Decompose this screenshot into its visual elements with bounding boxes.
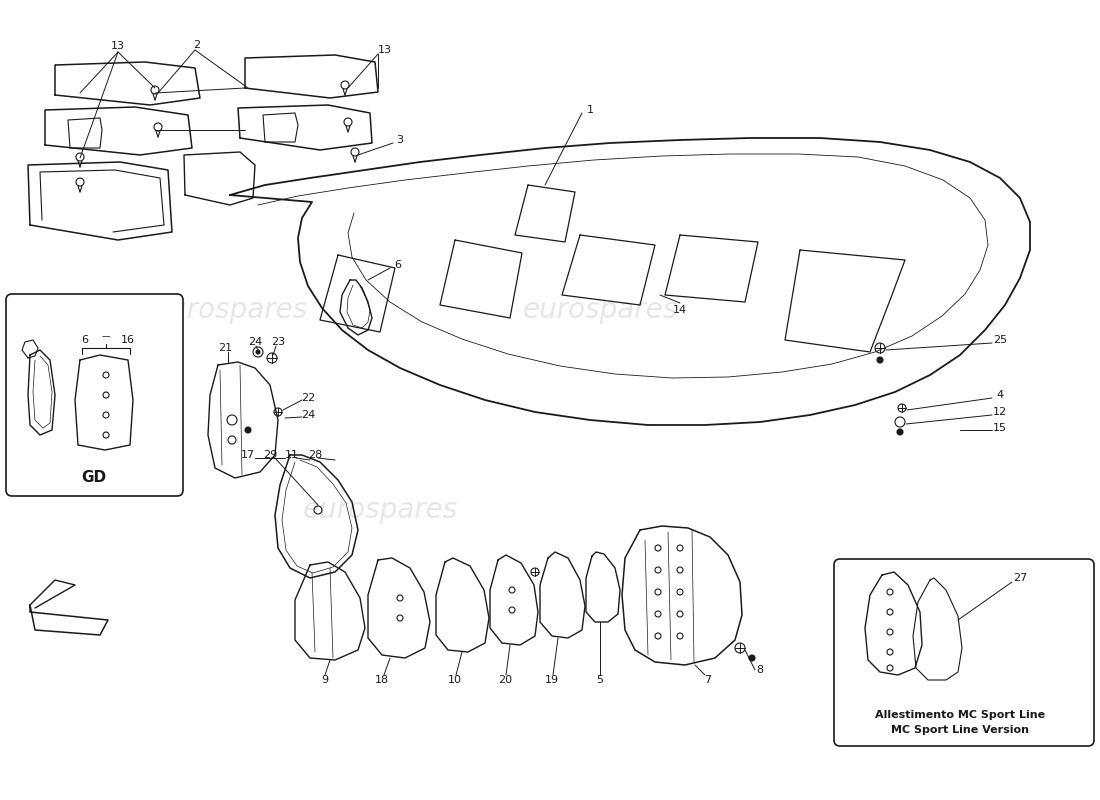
Text: eurospares: eurospares [522, 296, 678, 324]
Text: 29: 29 [263, 450, 277, 460]
Text: 23: 23 [271, 337, 285, 347]
Text: 20: 20 [498, 675, 513, 685]
Circle shape [245, 427, 251, 433]
Text: 21: 21 [218, 343, 232, 353]
Text: 19: 19 [544, 675, 559, 685]
Text: 18: 18 [375, 675, 389, 685]
Text: 6: 6 [395, 260, 402, 270]
Circle shape [896, 429, 903, 435]
Text: 12: 12 [993, 407, 1008, 417]
Text: 5: 5 [596, 675, 604, 685]
Circle shape [877, 357, 883, 363]
Text: 8: 8 [757, 665, 763, 675]
Text: 28: 28 [308, 450, 322, 460]
Text: 13: 13 [111, 41, 125, 51]
Text: Allestimento MC Sport Line: Allestimento MC Sport Line [874, 710, 1045, 720]
Text: 3: 3 [396, 135, 404, 145]
Circle shape [256, 350, 260, 354]
Text: 9: 9 [321, 675, 329, 685]
Text: 4: 4 [997, 390, 1003, 400]
FancyBboxPatch shape [6, 294, 183, 496]
Text: 25: 25 [993, 335, 1008, 345]
Text: 24: 24 [248, 337, 262, 347]
Text: 24: 24 [301, 410, 315, 420]
Text: 17: 17 [241, 450, 255, 460]
Text: 11: 11 [285, 450, 299, 460]
Text: 15: 15 [993, 423, 1007, 433]
Text: eurospares: eurospares [302, 496, 458, 524]
Text: 27: 27 [1013, 573, 1027, 583]
Text: 22: 22 [301, 393, 315, 403]
Text: 13: 13 [378, 45, 392, 55]
Text: MC Sport Line Version: MC Sport Line Version [891, 725, 1028, 735]
Text: 1: 1 [586, 105, 594, 115]
Text: 10: 10 [448, 675, 462, 685]
FancyBboxPatch shape [834, 559, 1094, 746]
Text: GD: GD [81, 470, 107, 486]
Text: 7: 7 [704, 675, 712, 685]
Text: 16: 16 [121, 335, 135, 345]
Text: eurospares: eurospares [153, 296, 308, 324]
Text: 6: 6 [81, 335, 88, 345]
Text: —: — [102, 333, 110, 342]
Circle shape [749, 655, 755, 661]
Text: 2: 2 [194, 40, 200, 50]
Text: 14: 14 [673, 305, 688, 315]
